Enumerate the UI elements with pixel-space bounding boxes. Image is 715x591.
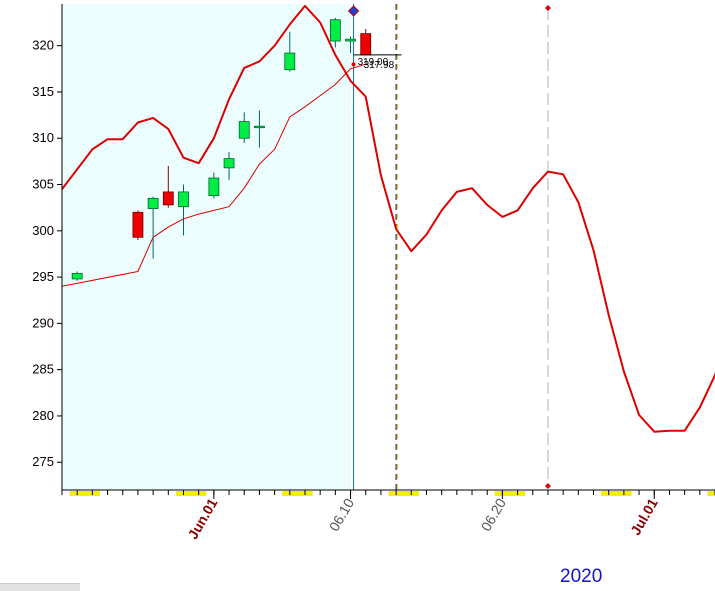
price-label-lower: 317.98 <box>364 60 395 71</box>
horizontal-scrollbar[interactable] <box>0 583 80 591</box>
price-label-upper: 319.00 <box>358 57 389 68</box>
y-tick-label: 290 <box>32 315 54 330</box>
candle-body <box>223 158 235 169</box>
candle <box>329 17 341 48</box>
current-diamond-marker <box>347 5 360 17</box>
candle <box>238 112 250 143</box>
x-tick-label: Jul.01 <box>627 495 661 538</box>
year-label: 2020 <box>560 566 603 587</box>
candle <box>178 184 189 236</box>
candle-body <box>360 33 372 56</box>
y-tick-label: 315 <box>32 84 54 99</box>
history-shaded-region <box>62 4 351 490</box>
weekend-marker <box>707 491 715 496</box>
y-tick-label: 300 <box>32 223 54 238</box>
candle <box>223 152 235 180</box>
candle-body <box>254 125 265 129</box>
candle-body <box>147 197 159 209</box>
series-lines <box>62 4 715 433</box>
y-tick-label: 275 <box>32 454 54 469</box>
range-end-marker <box>544 5 551 11</box>
upper-band-line <box>62 4 715 433</box>
candle <box>208 172 220 199</box>
x-tick-label: 06.20 <box>478 495 509 534</box>
y-tick-label: 295 <box>32 269 54 284</box>
candle <box>162 166 174 208</box>
y-tick-label: 285 <box>32 362 54 377</box>
x-tick-label: 06.10 <box>326 495 357 534</box>
y-tick-label: 320 <box>32 38 54 53</box>
candle <box>284 31 296 72</box>
candle <box>254 110 265 148</box>
y-axis-ticks: 275 280 285 290 295 300 305 310 315 320 <box>32 38 62 469</box>
candle <box>345 36 356 54</box>
candle-body <box>162 191 174 206</box>
range-end-marker <box>544 483 551 489</box>
x-tick-label: Jun.01 <box>184 495 220 542</box>
y-tick-label: 310 <box>32 130 54 145</box>
weekend-markers <box>69 491 715 496</box>
candle-body <box>132 211 144 238</box>
price-dot <box>351 62 356 67</box>
candle <box>147 196 159 259</box>
candle-body <box>208 177 220 197</box>
lower-band-line <box>62 63 366 287</box>
candle <box>71 271 83 281</box>
reference-lines <box>353 4 549 490</box>
candle-body <box>178 191 189 208</box>
candle <box>132 210 144 241</box>
candle-body <box>238 121 250 139</box>
y-tick-label: 280 <box>32 408 54 423</box>
markers <box>347 5 551 489</box>
candle-body <box>71 272 83 280</box>
x-axis-ticks: Jun.01 06.10 06.20 Jul.01 <box>184 490 661 542</box>
axes <box>61 4 715 495</box>
y-tick-label: 305 <box>32 177 54 192</box>
candlesticks <box>71 17 372 281</box>
candle-body <box>345 38 356 42</box>
candle-body <box>284 52 296 71</box>
candle-body <box>329 19 341 42</box>
